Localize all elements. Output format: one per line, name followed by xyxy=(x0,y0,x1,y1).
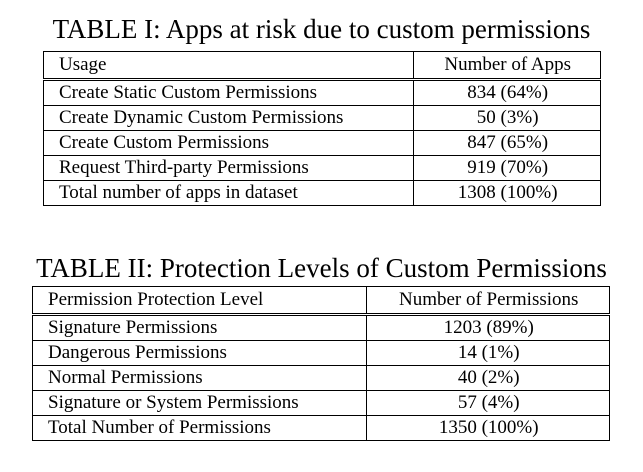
table-row-total: Total number of apps in dataset 1308 (10… xyxy=(42,180,601,206)
table-row: Signature Permissions 1203 (89%) xyxy=(31,314,610,341)
column-header-usage: Usage xyxy=(42,51,415,81)
table-row: Request Third-party Permissions 919 (70%… xyxy=(42,155,601,181)
permission-count-cell: 1350 (100%) xyxy=(366,415,610,441)
permission-count-cell: 14 (1%) xyxy=(366,340,610,366)
column-header-number-of-apps: Number of Apps xyxy=(413,51,601,81)
table-row: Create Custom Permissions 847 (65%) xyxy=(42,130,601,156)
table-row: Normal Permissions 40 (2%) xyxy=(31,365,610,391)
table-row: Signature or System Permissions 57 (4%) xyxy=(31,390,610,416)
table-row: Dangerous Permissions 14 (1%) xyxy=(31,340,610,366)
permission-count-cell: 57 (4%) xyxy=(366,390,610,416)
table-header-row: Permission Protection Level Number of Pe… xyxy=(31,286,610,316)
app-count-cell: 1308 (100%) xyxy=(413,180,601,206)
protection-level-cell: Dangerous Permissions xyxy=(31,340,368,366)
protection-level-cell: Normal Permissions xyxy=(31,365,368,391)
table-1-caption: TABLE I: Apps at risk due to custom perm… xyxy=(52,14,591,44)
usage-cell: Total number of apps in dataset xyxy=(42,180,415,206)
table-2-caption: TABLE II: Protection Levels of Custom Pe… xyxy=(36,253,607,283)
permission-count-cell: 40 (2%) xyxy=(366,365,610,391)
usage-cell: Create Static Custom Permissions xyxy=(42,79,415,106)
usage-cell: Create Dynamic Custom Permissions xyxy=(42,105,415,131)
table-row: Create Static Custom Permissions 834 (64… xyxy=(42,79,601,106)
usage-cell: Request Third-party Permissions xyxy=(42,155,415,181)
table-row: Create Dynamic Custom Permissions 50 (3%… xyxy=(42,105,601,131)
protection-level-cell: Total Number of Permissions xyxy=(31,415,368,441)
permission-count-cell: 1203 (89%) xyxy=(366,314,610,341)
usage-cell: Create Custom Permissions xyxy=(42,130,415,156)
app-count-cell: 919 (70%) xyxy=(413,155,601,181)
app-count-cell: 847 (65%) xyxy=(413,130,601,156)
protection-level-cell: Signature Permissions xyxy=(31,314,368,341)
app-count-cell: 50 (3%) xyxy=(413,105,601,131)
apps-at-risk-table: Usage Number of Apps Create Static Custo… xyxy=(42,51,601,206)
column-header-protection-level: Permission Protection Level xyxy=(31,286,368,316)
protection-levels-table: Permission Protection Level Number of Pe… xyxy=(31,286,610,441)
protection-level-cell: Signature or System Permissions xyxy=(31,390,368,416)
app-count-cell: 834 (64%) xyxy=(413,79,601,106)
column-header-number-of-permissions: Number of Permissions xyxy=(366,286,610,316)
table-row-total: Total Number of Permissions 1350 (100%) xyxy=(31,415,610,441)
table-header-row: Usage Number of Apps xyxy=(42,51,601,81)
